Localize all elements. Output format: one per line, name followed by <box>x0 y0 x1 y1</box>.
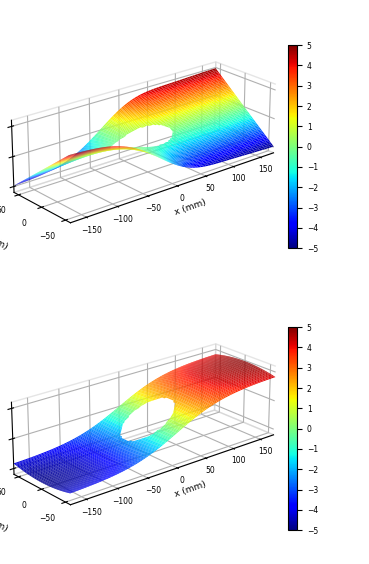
Y-axis label: y (mm): y (mm) <box>0 510 9 534</box>
X-axis label: x (mm): x (mm) <box>173 198 207 217</box>
X-axis label: x (mm): x (mm) <box>173 480 207 499</box>
Y-axis label: y (mm): y (mm) <box>0 228 9 252</box>
